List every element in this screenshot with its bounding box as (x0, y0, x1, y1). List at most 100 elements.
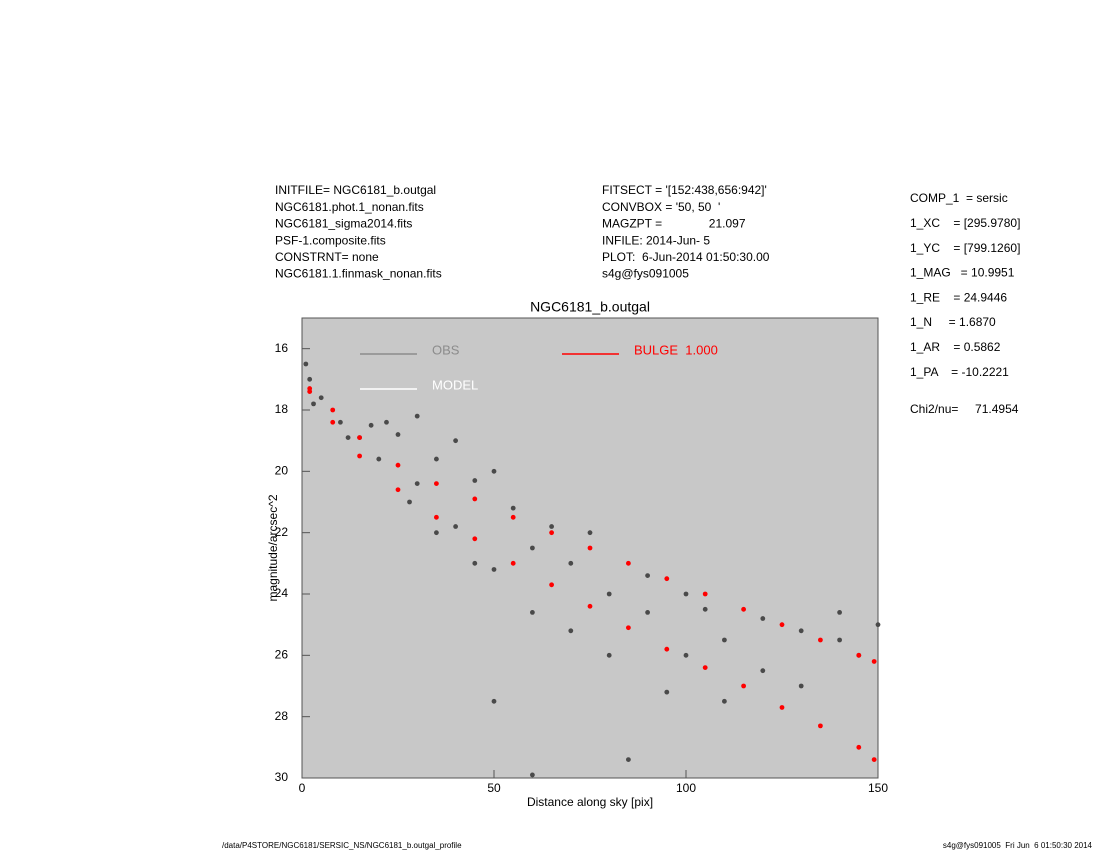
point (384, 419, 389, 425)
point (434, 514, 439, 520)
x-tick-label: 50 (487, 781, 501, 795)
y-axis-label: magnitude/arcsec^2 (266, 494, 280, 601)
y-tick-label: 24 (275, 586, 289, 600)
point (472, 478, 478, 483)
point (779, 705, 785, 710)
point (722, 698, 727, 704)
point (702, 591, 708, 597)
y-tick-label: 28 (275, 709, 289, 723)
chi2: Chi2/nu= 71.4954 (910, 402, 1019, 416)
point (510, 505, 516, 511)
point (549, 582, 554, 588)
point (606, 652, 612, 658)
point (307, 376, 313, 382)
point (338, 419, 343, 425)
point (587, 603, 593, 609)
point (645, 573, 650, 578)
header-line: NGC6181.1.finmask_nonan.fits (275, 267, 442, 281)
point (798, 683, 804, 689)
param-line: 1_N = 1.6870 (910, 315, 996, 329)
y-tick-label: 16 (275, 341, 289, 355)
y-tick-label: 30 (275, 770, 289, 784)
header-line: INFILE: 2014-Jun- 5 (602, 233, 710, 247)
point (307, 389, 313, 394)
param-line: 1_YC = [799.1260] (910, 241, 1020, 255)
legend-label: BULGE 1.000 (634, 342, 718, 357)
header-line: NGC6181.phot.1_nonan.fits (275, 200, 424, 214)
point (702, 606, 708, 612)
point (741, 606, 746, 612)
footer-left: /data/P4STORE/NGC6181/SERSIC_NS/NGC6181_… (222, 841, 462, 850)
point (626, 560, 631, 566)
point (368, 422, 374, 428)
point (798, 628, 804, 634)
point (330, 407, 336, 413)
point (376, 456, 382, 462)
point (357, 453, 362, 459)
point (587, 530, 593, 536)
point (472, 560, 478, 566)
point (414, 413, 420, 419)
point (760, 668, 766, 674)
point (871, 757, 877, 762)
header-line: s4g@fys091005 (602, 267, 689, 281)
header-line: PLOT: 6-Jun-2014 01:50:30.00 (602, 250, 770, 264)
point (303, 361, 309, 367)
y-tick-label: 20 (275, 464, 289, 478)
point (818, 723, 823, 729)
header-line: CONVBOX = '50, 50 ' (602, 200, 720, 214)
point (871, 659, 877, 664)
point (357, 435, 362, 440)
param-line: 1_AR = 0.5862 (910, 340, 1001, 354)
point (491, 698, 497, 704)
point (472, 536, 478, 542)
header-line: NGC6181_sigma2014.fits (275, 217, 412, 231)
point (407, 499, 412, 505)
point (414, 481, 420, 486)
point (434, 456, 439, 462)
chart-title: NGC6181_b.outgal (530, 299, 650, 315)
point (395, 487, 401, 493)
point (311, 401, 316, 407)
point (549, 524, 554, 529)
point (683, 652, 689, 658)
point (587, 545, 593, 551)
param-line: 1_PA = -10.2221 (910, 365, 1009, 379)
point (549, 530, 554, 536)
x-tick-label: 0 (299, 781, 306, 795)
point (434, 481, 439, 486)
point (395, 462, 401, 468)
y-tick-label: 26 (275, 648, 289, 662)
point (530, 545, 535, 551)
point (568, 628, 574, 634)
point (664, 689, 670, 695)
point (472, 496, 478, 502)
point (453, 524, 458, 529)
point (818, 637, 823, 643)
point (626, 625, 631, 631)
header-line: PSF-1.composite.fits (275, 233, 386, 247)
point (645, 610, 650, 615)
y-tick-label: 18 (275, 402, 289, 416)
point (837, 610, 842, 615)
point (741, 683, 746, 689)
point (434, 530, 439, 536)
legend-label: OBS (432, 342, 460, 357)
x-axis-label: Distance along sky [pix] (527, 795, 653, 809)
point (345, 435, 351, 440)
point (491, 468, 497, 474)
x-tick-label: 150 (868, 781, 888, 795)
point (856, 652, 862, 658)
point (760, 616, 766, 621)
param-line: 1_MAG = 10.9951 (910, 266, 1015, 280)
point (664, 576, 670, 582)
point (875, 622, 881, 628)
param-line: COMP_1 = sersic (910, 191, 1008, 205)
header-line: FITSECT = '[152:438,656:942]' (602, 183, 767, 197)
point (779, 622, 785, 628)
point (606, 591, 612, 597)
point (530, 610, 535, 615)
header-line: CONSTRNT= none (275, 250, 379, 264)
point (722, 637, 727, 643)
